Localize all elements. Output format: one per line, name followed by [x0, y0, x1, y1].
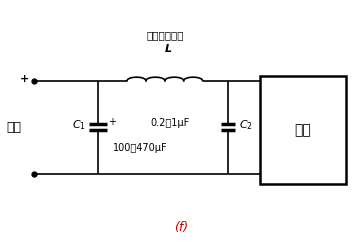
Text: +: +	[20, 74, 29, 85]
Text: L: L	[165, 44, 172, 54]
FancyBboxPatch shape	[260, 76, 346, 184]
Text: 电源: 电源	[7, 121, 21, 134]
Text: 0.2～1μF: 0.2～1μF	[151, 118, 190, 128]
Text: (f): (f)	[174, 221, 188, 234]
Text: 几至数十毫亨: 几至数十毫亨	[146, 30, 184, 40]
Text: 电路: 电路	[295, 123, 312, 137]
Text: $C_2$: $C_2$	[239, 118, 253, 132]
Text: +: +	[108, 117, 116, 127]
Text: 100～470μF: 100～470μF	[113, 143, 167, 153]
Text: $C_1$: $C_1$	[72, 118, 86, 132]
